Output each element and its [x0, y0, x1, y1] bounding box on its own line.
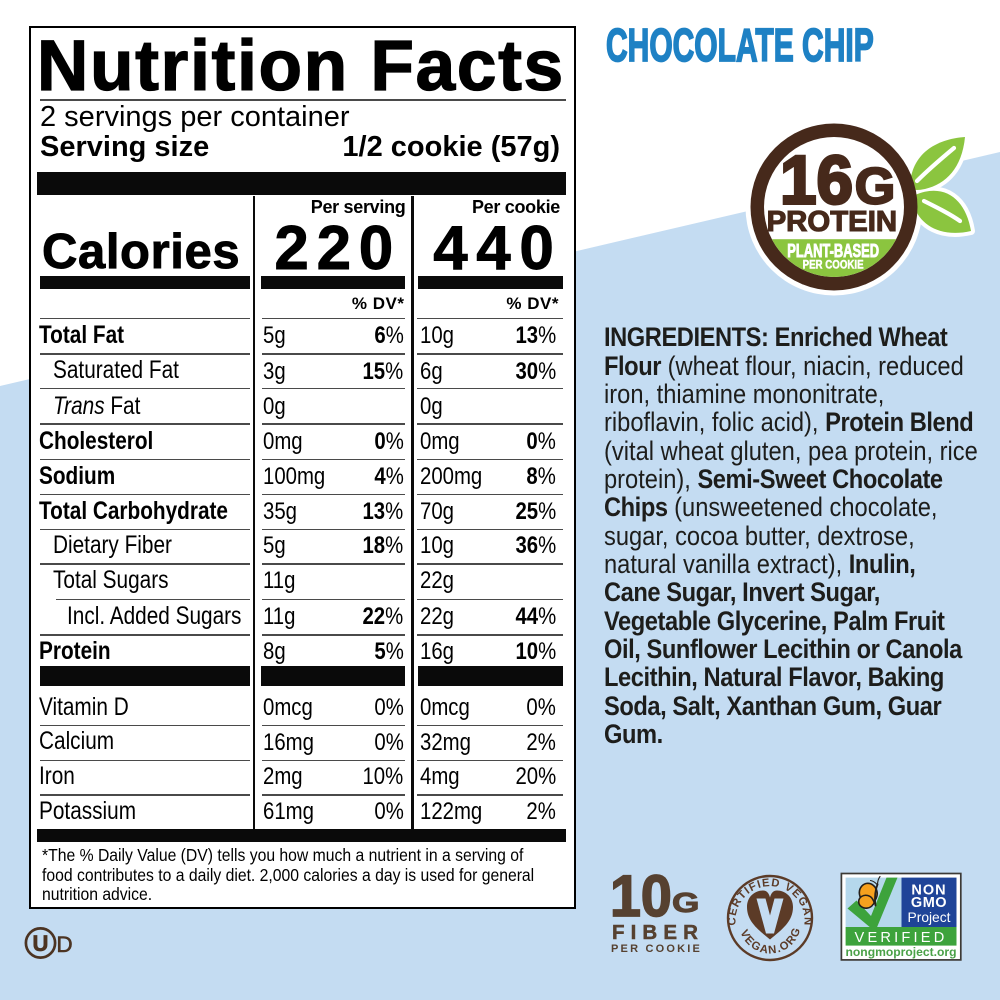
svg-text:NON: NON	[911, 883, 946, 899]
svg-text:Project: Project	[908, 910, 951, 925]
svg-text:PER COOKIE: PER COOKIE	[803, 257, 864, 271]
svg-text:U: U	[33, 931, 49, 956]
svg-text:PLANT-BASED: PLANT-BASED	[787, 241, 879, 261]
svg-text:G: G	[855, 157, 896, 214]
svg-text:VERIFIED: VERIFIED	[855, 930, 948, 946]
svg-text:nongmoproject.org: nongmoproject.org	[846, 945, 957, 959]
svg-text:16: 16	[780, 141, 853, 218]
svg-text:GMO: GMO	[911, 895, 947, 911]
svg-text:PROTEIN: PROTEIN	[767, 206, 898, 238]
svg-text:D: D	[56, 932, 72, 957]
